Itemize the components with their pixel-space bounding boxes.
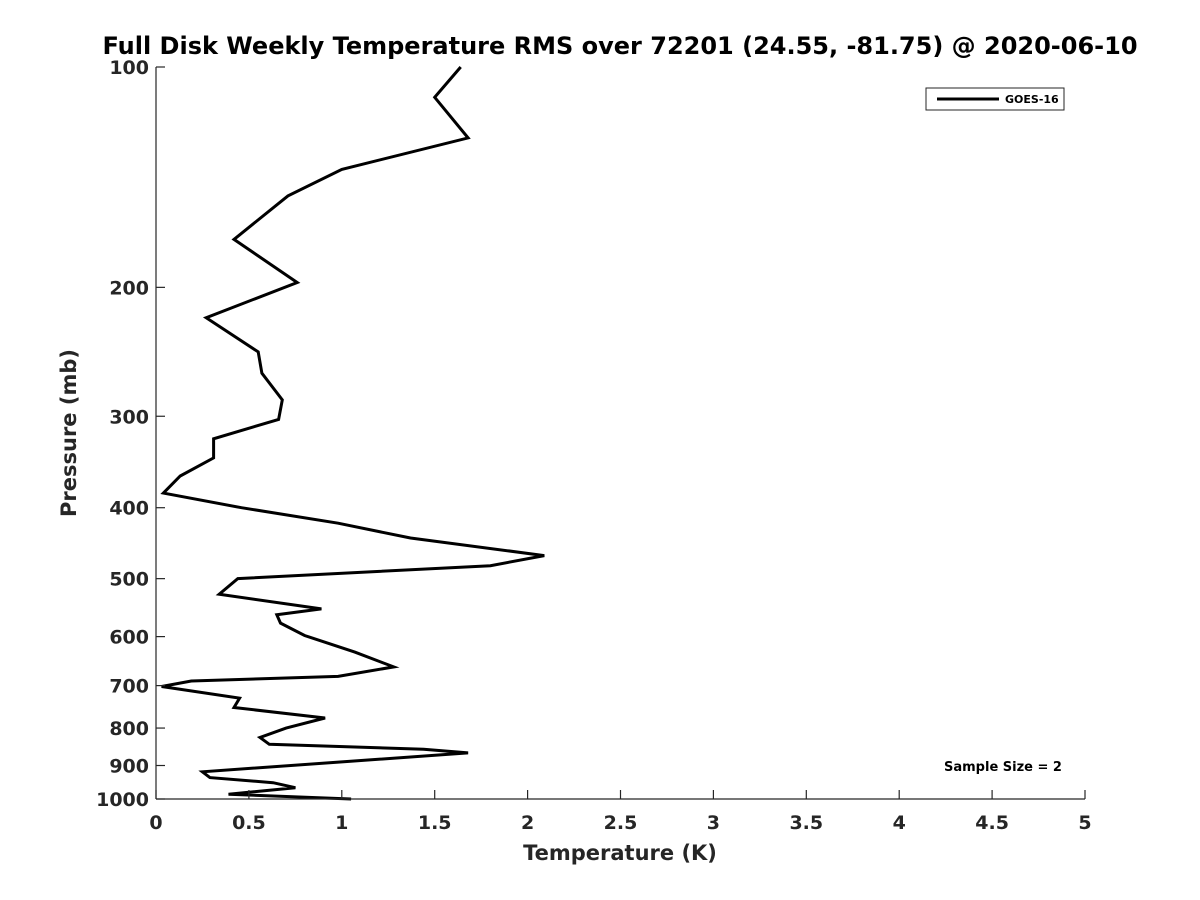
x-tick-label: 4 (893, 812, 906, 834)
y-tick-label: 1000 (96, 789, 149, 811)
x-axis-ticks: 0 0.5 1 1.5 2 2.5 3 3.5 4 4.5 5 (149, 790, 1092, 834)
x-axis-label: Temperature (K) (523, 841, 717, 865)
y-tick-label: 500 (109, 569, 149, 591)
y-tick-label: 700 (109, 676, 149, 698)
legend-label-goes-16: GOES-16 (1005, 93, 1059, 106)
x-tick-label: 2 (521, 812, 534, 834)
x-tick-label: 4.5 (975, 812, 1009, 834)
x-tick-label: 2.5 (604, 812, 638, 834)
plot-area (160, 66, 545, 801)
y-axis-label: Pressure (mb) (57, 349, 81, 517)
chart-title: Full Disk Weekly Temperature RMS over 72… (102, 32, 1137, 60)
x-tick-label: 3 (707, 812, 720, 834)
x-tick-label: 1.5 (418, 812, 452, 834)
legend: GOES-16 (925, 87, 1065, 111)
y-tick-label: 900 (109, 756, 149, 778)
x-tick-label: 0 (149, 812, 162, 834)
y-tick-label: 200 (109, 277, 149, 299)
x-tick-label: 5 (1078, 812, 1091, 834)
y-tick-label: 400 (109, 498, 149, 520)
x-tick-label: 3.5 (789, 812, 823, 834)
y-tick-label: 100 (109, 57, 149, 79)
sample-size-annotation: Sample Size = 2 (944, 760, 1062, 775)
y-axis-ticks: 100 200 300 400 500 600 700 800 900 1000 (96, 57, 165, 811)
y-tick-label: 800 (109, 718, 149, 740)
series-line-goes-16 (160, 66, 545, 801)
y-tick-label: 300 (109, 406, 149, 428)
x-tick-label: 1 (335, 812, 348, 834)
y-tick-label: 600 (109, 627, 149, 649)
x-tick-label: 0.5 (232, 812, 266, 834)
